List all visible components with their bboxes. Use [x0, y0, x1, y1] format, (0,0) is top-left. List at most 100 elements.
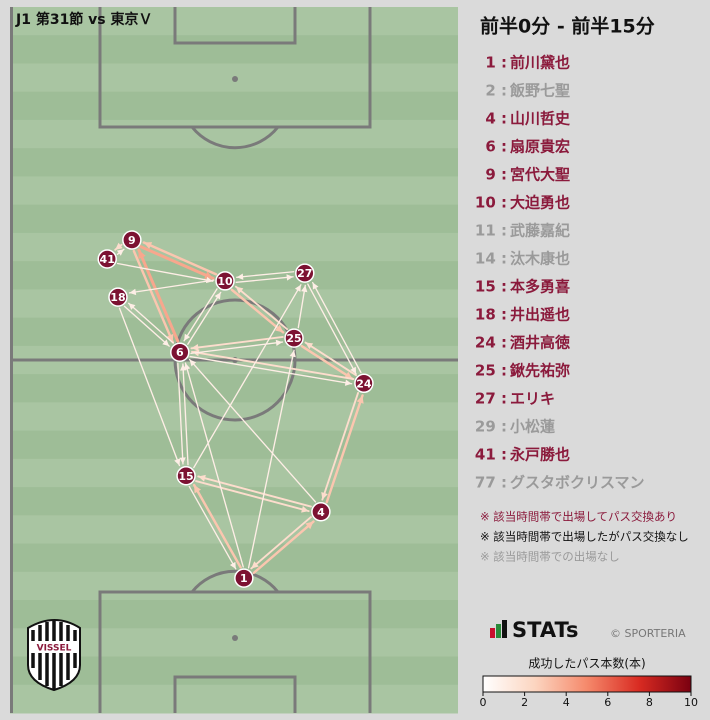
player-number: 25 :: [475, 362, 507, 380]
arrowhead: [294, 284, 301, 292]
player-number: 24 :: [475, 334, 507, 352]
pass-edge: [195, 480, 310, 513]
pass-edge: [127, 302, 174, 344]
arrowhead: [305, 521, 314, 530]
pass-edge: [193, 284, 302, 469]
player-name: 飯野七聖: [509, 82, 570, 100]
penalty-area: [98, 590, 372, 713]
player-node-label: 6: [176, 346, 184, 359]
player-name: 扇原貴宏: [510, 138, 570, 156]
pitch-stripe: [10, 684, 458, 714]
player-node: [170, 342, 190, 362]
player-name: グスタボクリスマン: [510, 474, 645, 492]
pass-edge: [235, 276, 294, 284]
arrowhead: [179, 457, 186, 464]
player-node: [97, 249, 117, 269]
player-name: 汰木康也: [510, 250, 570, 268]
pitch-stripe: [10, 515, 458, 545]
pass-edge: [182, 363, 189, 466]
arrowhead: [229, 561, 236, 569]
pass-edge: [230, 288, 285, 334]
pass-edge: [311, 281, 362, 374]
pass-edge: [123, 305, 170, 347]
player-node: [122, 230, 142, 250]
arrowhead: [321, 491, 328, 500]
arrowhead: [350, 366, 357, 374]
player-name: 鍬先祐弥: [510, 362, 570, 380]
arrowhead: [204, 271, 214, 279]
player-node-label: 1: [240, 572, 248, 585]
pitch-stripe: [10, 91, 458, 121]
arrowhead: [286, 274, 294, 281]
arrowhead: [251, 561, 259, 569]
colorbar-tick-label: 8: [646, 696, 653, 709]
colorbar-tick-label: 10: [684, 696, 698, 709]
player-name: 前川黛也: [510, 54, 570, 72]
penalty-spot: [232, 635, 238, 641]
pitch-stripe: [10, 402, 458, 432]
pass-edge: [297, 284, 306, 329]
player-name: 小松蓮: [510, 418, 555, 436]
arrowhead: [115, 242, 123, 250]
arrowhead: [305, 342, 314, 350]
pass-edge: [137, 248, 180, 343]
pitch-stripe: [10, 458, 458, 488]
player-node-label: 41: [100, 253, 115, 266]
pitch: [10, 7, 458, 714]
pass-edge: [190, 336, 284, 350]
penalty-spot: [232, 76, 238, 82]
player-node: [284, 328, 304, 348]
arrowhead: [275, 324, 284, 333]
legend-note: ※ 該当時間帯で出場したがパス交換なし: [480, 530, 689, 544]
arrowhead: [356, 395, 364, 404]
pass-edge: [321, 391, 360, 501]
pass-edge: [325, 394, 364, 504]
pitch-stripe: [10, 7, 458, 36]
legend-notes: ※ 該当時間帯で出場してパス交換あり ※ 該当時間帯で出場したがパス交換なし ※ 該…: [480, 510, 689, 564]
pass-edge: [132, 249, 175, 344]
arrowhead: [174, 458, 181, 466]
player-node-label: 4: [317, 506, 325, 519]
player-name: エリキ: [510, 390, 555, 408]
pass-edge: [197, 475, 312, 508]
pass-edge: [188, 358, 317, 503]
player-number: 27 :: [475, 390, 507, 408]
arrowhead: [162, 339, 170, 347]
pass-edge: [307, 283, 357, 375]
player-node-label: 24: [356, 377, 372, 390]
pitch-stripe: [10, 289, 458, 319]
pitch-stripe: [10, 204, 458, 234]
player-number: 77 :: [475, 474, 507, 492]
colorbar: [482, 675, 692, 693]
player-number: 2 :: [485, 82, 507, 100]
pitch-stripe: [10, 317, 458, 347]
pitch-stripe: [10, 148, 458, 177]
pitch-stripe: [10, 119, 458, 149]
player-number: 9 :: [485, 166, 507, 184]
player-node: [176, 466, 196, 486]
pass-edge: [188, 485, 237, 570]
arrowhead: [184, 363, 191, 371]
player-number: 15 :: [475, 278, 507, 296]
pass-edge: [300, 344, 354, 381]
player-name: 井出遥也: [510, 306, 570, 324]
colorbar-tick-label: 4: [563, 696, 570, 709]
player-name: 本多勇喜: [510, 278, 570, 296]
pass-edge: [192, 483, 242, 569]
brand-name: STATs: [512, 618, 578, 642]
player-name: 宮代大聖: [510, 166, 570, 184]
arrowhead: [344, 379, 352, 386]
pass-edge: [304, 341, 357, 377]
arrowhead: [235, 286, 244, 294]
player-node: [108, 287, 128, 307]
pass-edge: [236, 271, 295, 278]
pass-edge: [191, 350, 355, 380]
pitch-stripe: [10, 261, 458, 290]
player-number: 41 :: [475, 446, 507, 464]
player-node-label: 18: [110, 291, 125, 304]
pitch-stripe: [10, 600, 458, 629]
pitch-stripe: [10, 656, 458, 686]
